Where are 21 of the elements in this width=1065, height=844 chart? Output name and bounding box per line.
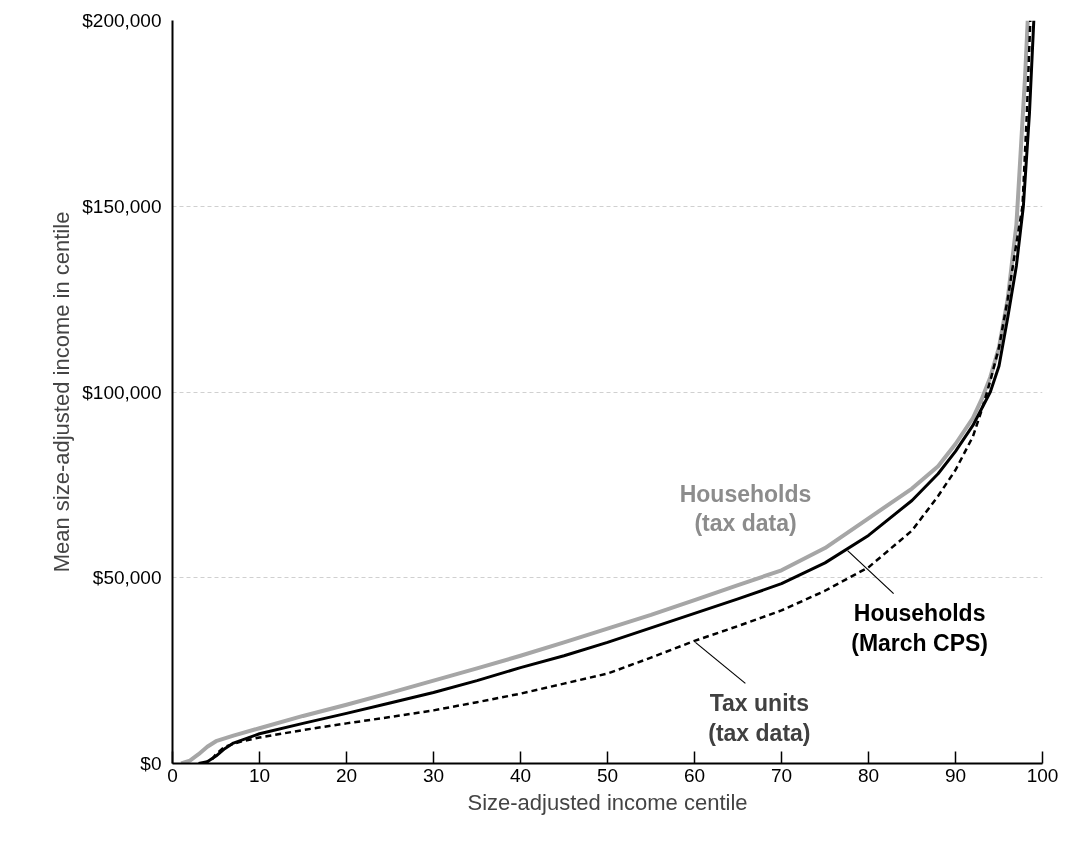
x-tick-label: 70 — [770, 764, 793, 786]
x-tick-label: 80 — [857, 764, 880, 786]
x-tick-label: 30 — [422, 764, 445, 786]
y-tick-label: $150,000 — [82, 195, 162, 217]
x-tick-label: 0 — [167, 764, 178, 786]
x-tick-label: 60 — [683, 764, 706, 786]
x-tick-label: 20 — [335, 764, 358, 786]
x-tick-label: 50 — [596, 764, 619, 786]
x-tick-label: 40 — [509, 764, 532, 786]
x-axis-title: Size-adjusted income centile — [467, 789, 748, 815]
annotation: Households (tax data) — [679, 480, 812, 537]
y-axis-title: Mean size-adjusted income in centile — [49, 211, 75, 573]
y-tick-label: $0 — [140, 753, 162, 774]
annotation: Households (March CPS) — [851, 599, 988, 656]
x-tick-label: 10 — [248, 764, 271, 786]
x-tick-label: 90 — [944, 764, 967, 786]
y-tick-label: $200,000 — [82, 10, 162, 31]
y-tick-label: $100,000 — [82, 381, 162, 403]
y-tick-label: $50,000 — [92, 567, 162, 589]
annotation: Tax units (tax data) — [708, 690, 811, 747]
x-tick-label: 100 — [1026, 764, 1059, 786]
